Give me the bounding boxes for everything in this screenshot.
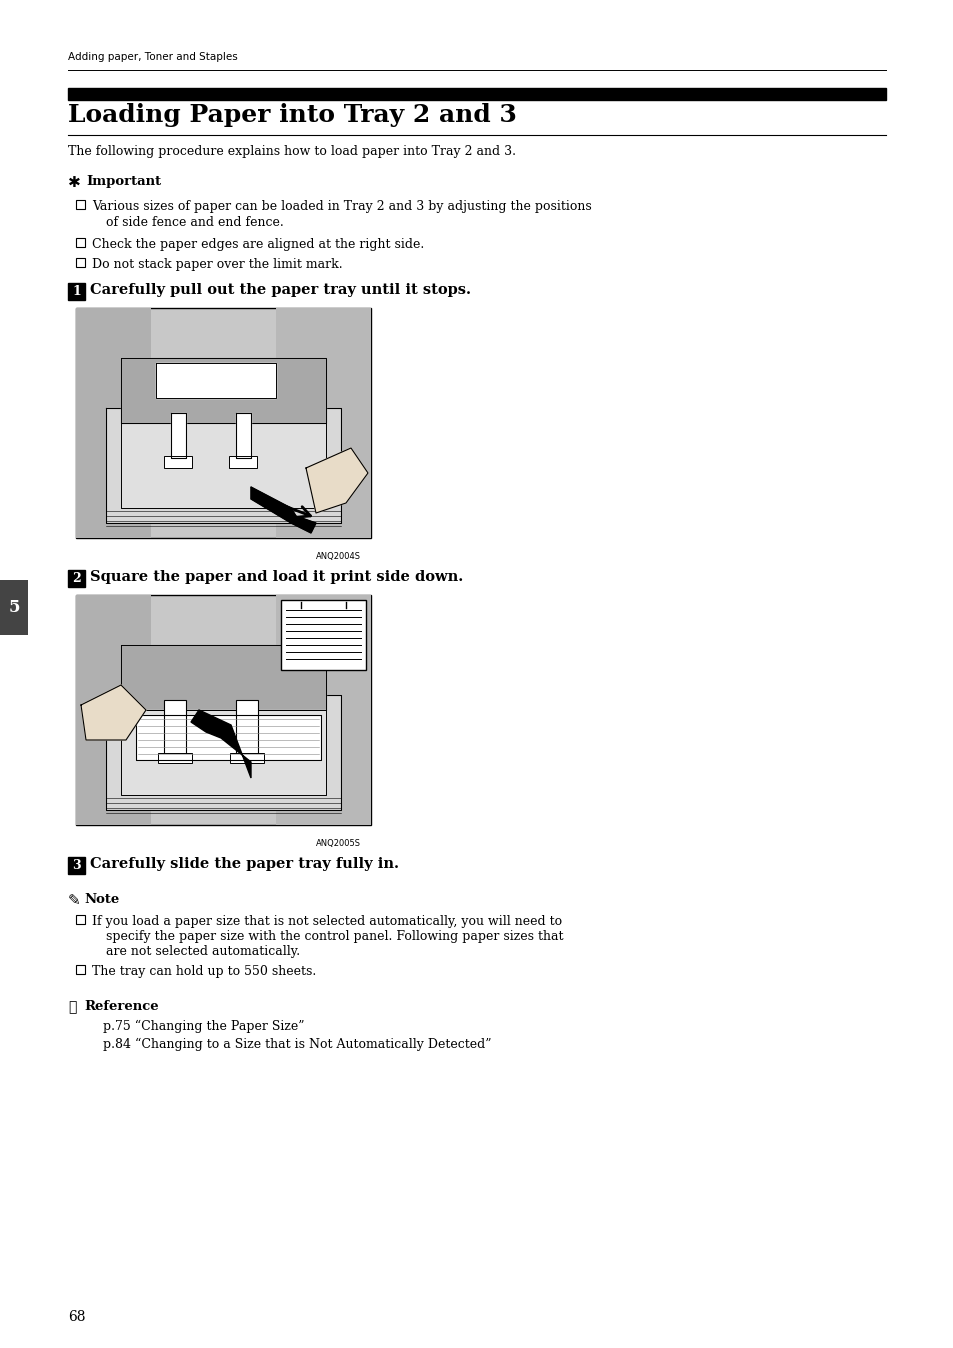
Bar [76, 307, 151, 538]
Bar [76, 307, 371, 538]
Polygon shape [121, 710, 326, 795]
Polygon shape [171, 412, 186, 458]
Bar [275, 307, 371, 538]
Bar [281, 600, 366, 670]
Polygon shape [251, 487, 315, 532]
Bar [76, 257, 85, 267]
Text: p.75 “Changing the Paper Size”: p.75 “Changing the Paper Size” [103, 1020, 304, 1033]
Text: Reference: Reference [84, 1000, 158, 1012]
Text: Various sizes of paper can be loaded in Tray 2 and 3 by adjusting the positions: Various sizes of paper can be loaded in … [91, 200, 591, 213]
Text: ⚿: ⚿ [68, 1000, 76, 1014]
Bar [68, 570, 85, 586]
Polygon shape [121, 423, 326, 508]
Bar [164, 700, 186, 755]
Text: ANQ2004S: ANQ2004S [315, 551, 360, 561]
Text: 5: 5 [9, 599, 20, 616]
Polygon shape [191, 710, 251, 778]
Text: Square the paper and load it print side down.: Square the paper and load it print side … [90, 570, 463, 584]
Bar [68, 88, 885, 100]
Polygon shape [136, 714, 320, 760]
Polygon shape [121, 359, 326, 423]
Polygon shape [235, 412, 251, 458]
Text: are not selected automatically.: are not selected automatically. [106, 945, 300, 958]
Text: ✎: ✎ [68, 892, 81, 909]
Bar [76, 594, 371, 825]
Bar [76, 965, 85, 975]
Bar [164, 456, 192, 468]
Text: 3: 3 [72, 859, 81, 872]
Text: Do not stack paper over the limit mark.: Do not stack paper over the limit mark. [91, 257, 342, 271]
Bar [68, 857, 85, 874]
Text: Check the paper edges are aligned at the right side.: Check the paper edges are aligned at the… [91, 239, 424, 251]
Text: Important: Important [86, 175, 161, 187]
Text: ANQ2005S: ANQ2005S [315, 838, 360, 848]
Bar [229, 456, 256, 468]
Text: Carefully slide the paper tray fully in.: Carefully slide the paper tray fully in. [90, 857, 398, 871]
Bar [76, 915, 85, 923]
Text: ✱: ✱ [68, 175, 81, 190]
Bar [76, 239, 85, 247]
Polygon shape [306, 448, 368, 514]
Bar [230, 754, 264, 763]
Bar [235, 700, 257, 755]
Polygon shape [156, 363, 275, 398]
Text: Adding paper, Toner and Staples: Adding paper, Toner and Staples [68, 53, 237, 62]
Bar [0, 580, 28, 635]
Text: Note: Note [84, 892, 119, 906]
Bar [76, 200, 85, 209]
Polygon shape [106, 696, 340, 810]
Bar [275, 594, 371, 825]
Text: p.84 “Changing to a Size that is Not Automatically Detected”: p.84 “Changing to a Size that is Not Aut… [103, 1038, 491, 1051]
Text: If you load a paper size that is not selected automatically, you will need to: If you load a paper size that is not sel… [91, 915, 561, 927]
Text: The tray can hold up to 550 sheets.: The tray can hold up to 550 sheets. [91, 965, 315, 979]
Text: 1: 1 [72, 284, 81, 298]
Bar [68, 283, 85, 301]
Text: Carefully pull out the paper tray until it stops.: Carefully pull out the paper tray until … [90, 283, 471, 297]
Polygon shape [81, 685, 146, 740]
Text: of side fence and end fence.: of side fence and end fence. [106, 216, 283, 229]
Text: 68: 68 [68, 1310, 86, 1324]
Bar [158, 754, 192, 763]
Text: The following procedure explains how to load paper into Tray 2 and 3.: The following procedure explains how to … [68, 146, 516, 158]
Text: Loading Paper into Tray 2 and 3: Loading Paper into Tray 2 and 3 [68, 102, 517, 127]
Text: 2: 2 [72, 572, 81, 585]
Polygon shape [121, 644, 326, 710]
Bar [76, 594, 151, 825]
Text: specify the paper size with the control panel. Following paper sizes that: specify the paper size with the control … [106, 930, 563, 944]
Polygon shape [106, 408, 340, 523]
